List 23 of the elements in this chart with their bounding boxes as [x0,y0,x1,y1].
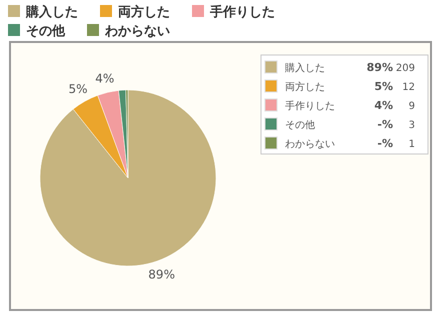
text: -% [377,118,393,131]
text: 1 [408,139,415,150]
data-label: 89% [148,267,175,282]
text: 209 [396,63,415,74]
text: 89% [366,61,393,74]
data-label: 5% [68,82,88,96]
category-label: 手作りした [285,100,335,112]
text: 12 [402,82,415,93]
category-label: その他 [285,119,315,131]
text: 3 [408,120,415,131]
legend-label: わからない [104,24,170,39]
text: -% [377,137,393,150]
category-label: わからない [285,139,335,150]
data-label: 4% [95,72,114,86]
legend-label: その他 [26,24,66,39]
legend-label: 手作りした [209,4,275,20]
legend-label: 購入した [25,4,78,20]
category-label: 購入した [285,62,325,74]
text: 4% [374,99,393,112]
category-label: 両方した [285,81,325,93]
text: 5% [374,80,393,93]
text: 9 [408,101,415,112]
legend-label: 両方した [118,4,170,20]
